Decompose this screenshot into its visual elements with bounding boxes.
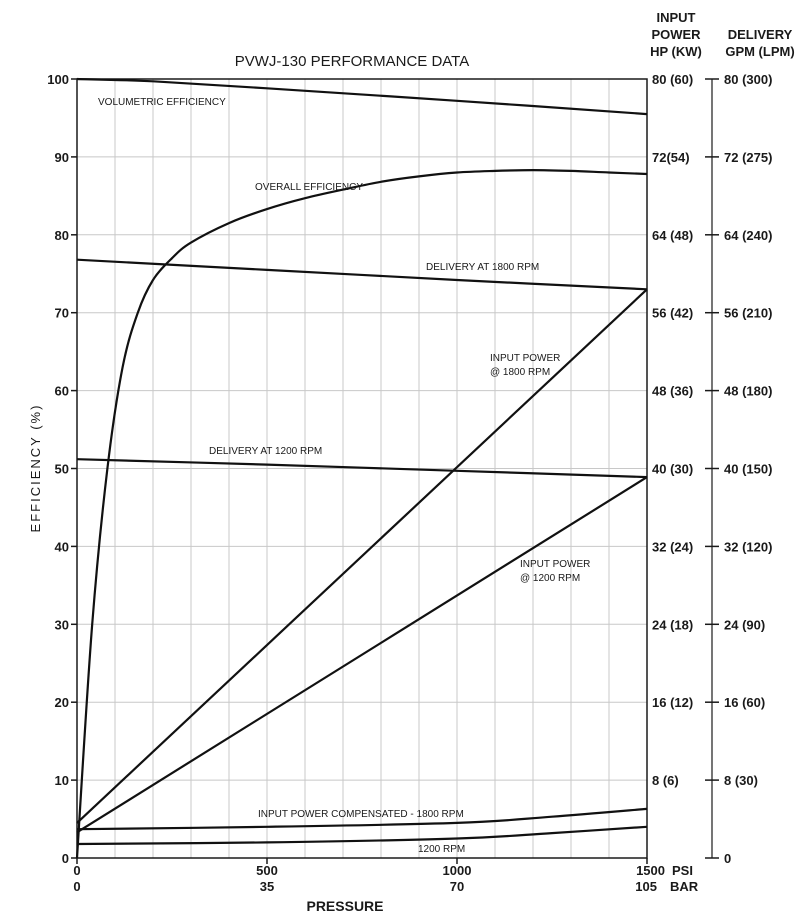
- delivery-tick-label: 16 (60): [724, 695, 765, 710]
- input-power-tick-label: 16 (12): [652, 695, 693, 710]
- delivery-axis-title-2: GPM (LPM): [725, 44, 794, 59]
- input-power-tick-label: 24 (18): [652, 617, 693, 632]
- delivery-tick-label: 0: [724, 851, 731, 866]
- series-line-7: [76, 825, 648, 846]
- y-tick-label: 40: [55, 539, 69, 554]
- delivery-tick-label: 72 (275): [724, 150, 772, 165]
- series-line-1: [75, 168, 648, 859]
- x-tick-label-psi: 0: [73, 863, 80, 878]
- delivery-tick-label: 48 (180): [724, 384, 772, 399]
- y-tick-label: 30: [55, 617, 69, 632]
- x-axis-title: PRESSURE: [306, 898, 383, 914]
- series-line-5: [76, 476, 648, 834]
- input-power-tick-label: 32 (24): [652, 539, 693, 554]
- input-power-tick-label: 56 (42): [652, 306, 693, 321]
- series-label-5: @ 1200 RPM: [520, 573, 580, 584]
- delivery-tick-label: 80 (300): [724, 72, 772, 87]
- input-power-tick-label: 80 (60): [652, 72, 693, 87]
- input-power-tick-label: 8 (6): [652, 773, 679, 788]
- y-tick-label: 70: [55, 306, 69, 321]
- x-tick-label-bar: 70: [450, 879, 464, 894]
- y-tick-label: 0: [62, 851, 69, 866]
- y-tick-label: 50: [55, 462, 69, 477]
- series-label-0: VOLUMETRIC EFFICIENCY: [98, 97, 226, 108]
- x-unit-psi: PSI: [672, 863, 693, 878]
- x-tick-label-bar: 0: [73, 879, 80, 894]
- delivery-axis: 0 8 (30) 16 (60) 24 (90) 32 (120) 40 (150) 48 …: [705, 72, 772, 866]
- series-line-0: [76, 77, 648, 116]
- y-tick-label: 10: [55, 773, 69, 788]
- series-labels: VOLUMETRIC EFFICIENCY OVERALL EFFICIENCY D…: [98, 97, 590, 855]
- delivery-tick-label: 40 (150): [724, 462, 772, 477]
- series-lines: [75, 77, 648, 859]
- series-label-3: DELIVERY AT 1200 RPM: [209, 446, 322, 457]
- input-power-tick-label: 72(54): [652, 150, 690, 165]
- y-tick-label: 60: [55, 384, 69, 399]
- delivery-tick-label: 32 (120): [724, 539, 772, 554]
- input-power-axis-title-3: HP (KW): [650, 44, 702, 59]
- x-tick-label-psi: 1000: [443, 863, 472, 878]
- chart-title: PVWJ-130 PERFORMANCE DATA: [235, 53, 469, 70]
- series-line-2: [76, 258, 648, 291]
- y-tick-label: 80: [55, 228, 69, 243]
- series-label-7: 1200 RPM: [418, 844, 465, 855]
- delivery-tick-label: 64 (240): [724, 228, 772, 243]
- x-tick-label-bar: 35: [260, 879, 274, 894]
- input-power-axis: 8 (6) 16 (12) 24 (18) 32 (24) 40 (30) 48 (36)…: [652, 72, 693, 788]
- delivery-tick-label: 8 (30): [724, 773, 758, 788]
- x-tick-label-psi: 1500: [636, 863, 665, 878]
- y-axis-ticks: 0 10 20 30 40 50 60 70 80 90 100: [47, 72, 77, 866]
- input-power-axis-title-1: INPUT: [657, 10, 696, 25]
- series-label-4: @ 1800 RPM: [490, 367, 550, 378]
- series-label-2: DELIVERY AT 1800 RPM: [426, 262, 539, 273]
- series-line-6: [76, 807, 648, 831]
- series-label-4: INPUT POWER: [490, 353, 560, 364]
- y-axis-title: EFFICIENCY (%): [28, 404, 43, 533]
- series-line-4: [76, 288, 648, 824]
- delivery-tick-label: 56 (210): [724, 306, 772, 321]
- input-power-axis-title-2: POWER: [651, 27, 701, 42]
- y-tick-label: 100: [47, 72, 69, 87]
- input-power-tick-label: 48 (36): [652, 384, 693, 399]
- delivery-tick-label: 24 (90): [724, 617, 765, 632]
- series-label-1: OVERALL EFFICIENCY: [255, 182, 363, 193]
- series-line-3: [76, 458, 648, 479]
- y-tick-label: 20: [55, 695, 69, 710]
- series-label-6: INPUT POWER COMPENSATED - 1800 RPM: [258, 809, 464, 820]
- x-unit-bar: BAR: [670, 879, 699, 894]
- delivery-axis-title-1: DELIVERY: [728, 27, 793, 42]
- input-power-tick-label: 64 (48): [652, 228, 693, 243]
- input-power-tick-label: 40 (30): [652, 462, 693, 477]
- series-label-5: INPUT POWER: [520, 559, 590, 570]
- grid-lines: [77, 79, 647, 858]
- x-tick-label-bar: 105: [635, 879, 657, 894]
- x-tick-label-psi: 500: [256, 863, 278, 878]
- y-tick-label: 90: [55, 150, 69, 165]
